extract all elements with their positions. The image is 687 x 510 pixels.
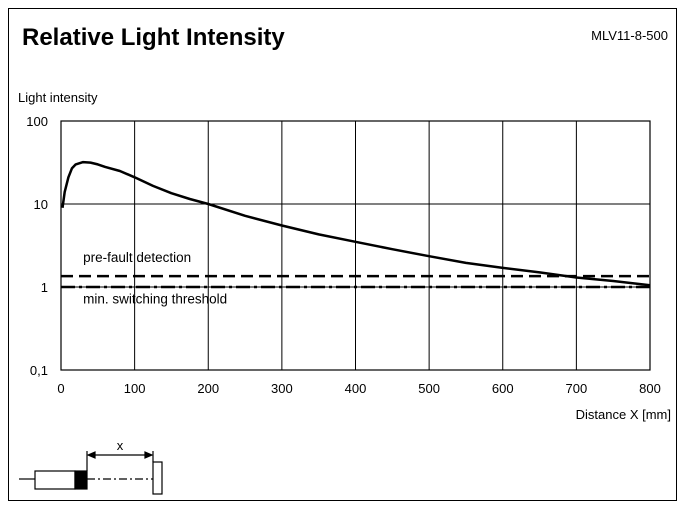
y-tick-label: 100 — [26, 114, 48, 129]
x-axis-label: Distance X [mm] — [576, 407, 671, 422]
y-tick-label: 1 — [41, 280, 48, 295]
x-tick-label: 700 — [566, 381, 588, 396]
y-tick-label: 0,1 — [30, 363, 48, 378]
plot-area — [60, 120, 651, 371]
y-tick-label: 10 — [34, 197, 48, 212]
tick-labels: 0 100 200 300 400 500 600 700 800 0,1 1 10 100 — [26, 114, 661, 396]
chart-frame — [8, 8, 677, 501]
x-tick-label: 600 — [492, 381, 514, 396]
intensity-curve — [61, 160, 651, 287]
x-tick-label: 500 — [418, 381, 440, 396]
annotations: pre-fault detection min. switching thresh… — [83, 250, 227, 307]
chart-title: Relative Light Intensity — [22, 24, 285, 51]
model-number: MLV11-8-500 — [591, 28, 668, 43]
x-tick-label: 200 — [197, 381, 219, 396]
plot-border — [60, 120, 651, 371]
grid — [61, 121, 650, 370]
annotation-label: min. switching threshold — [83, 292, 227, 307]
y-axis-label: Light intensity — [18, 90, 98, 105]
intensity-series — [61, 160, 651, 287]
x-tick-label: 800 — [639, 381, 661, 396]
x-tick-label: 400 — [345, 381, 367, 396]
dimension-label: x — [117, 438, 124, 453]
reference-lines — [61, 274, 650, 289]
distance-diagram — [19, 451, 163, 495]
x-tick-label: 300 — [271, 381, 293, 396]
annotation-label: pre-fault detection — [83, 250, 191, 265]
x-tick-label: 100 — [124, 381, 146, 396]
x-tick-label: 0 — [57, 381, 64, 396]
